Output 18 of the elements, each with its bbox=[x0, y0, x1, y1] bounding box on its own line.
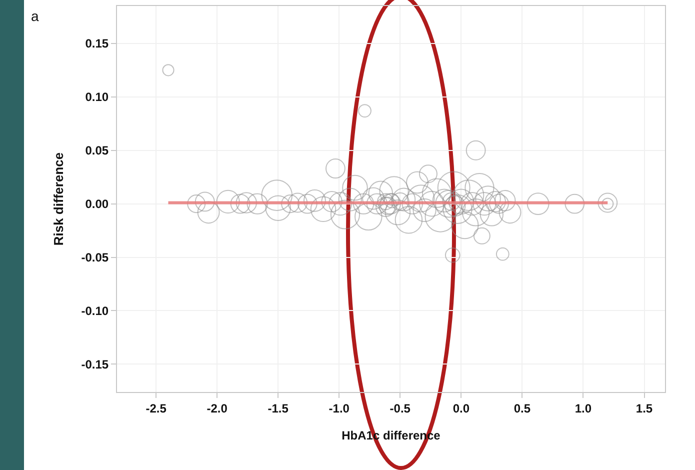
x-tick-label: -2.0 bbox=[206, 401, 228, 416]
text: a bbox=[31, 8, 39, 24]
x-tick-label: -2.5 bbox=[146, 401, 167, 416]
y-tick-label: -0.10 bbox=[81, 304, 109, 318]
y-tick-label: 0.15 bbox=[85, 36, 109, 51]
x-tick-label: 1.5 bbox=[636, 401, 653, 416]
y-tick-label: -0.05 bbox=[81, 250, 109, 264]
x-tick-label: 0.5 bbox=[514, 401, 531, 416]
y-tick-label: 0.05 bbox=[85, 144, 109, 158]
y-axis-title: Risk difference bbox=[51, 152, 66, 246]
y-tick-label: -0.15 bbox=[81, 357, 109, 372]
x-tick-label: -1.0 bbox=[328, 401, 350, 416]
y-tick-label: 0.10 bbox=[85, 90, 109, 104]
x-tick-label: 1.0 bbox=[574, 401, 592, 416]
x-tick-label: -1.5 bbox=[268, 401, 289, 416]
x-tick-label: -0.5 bbox=[390, 401, 411, 416]
x-tick-label: 0.0 bbox=[452, 401, 470, 416]
y-tick-label: 0.00 bbox=[85, 197, 109, 212]
